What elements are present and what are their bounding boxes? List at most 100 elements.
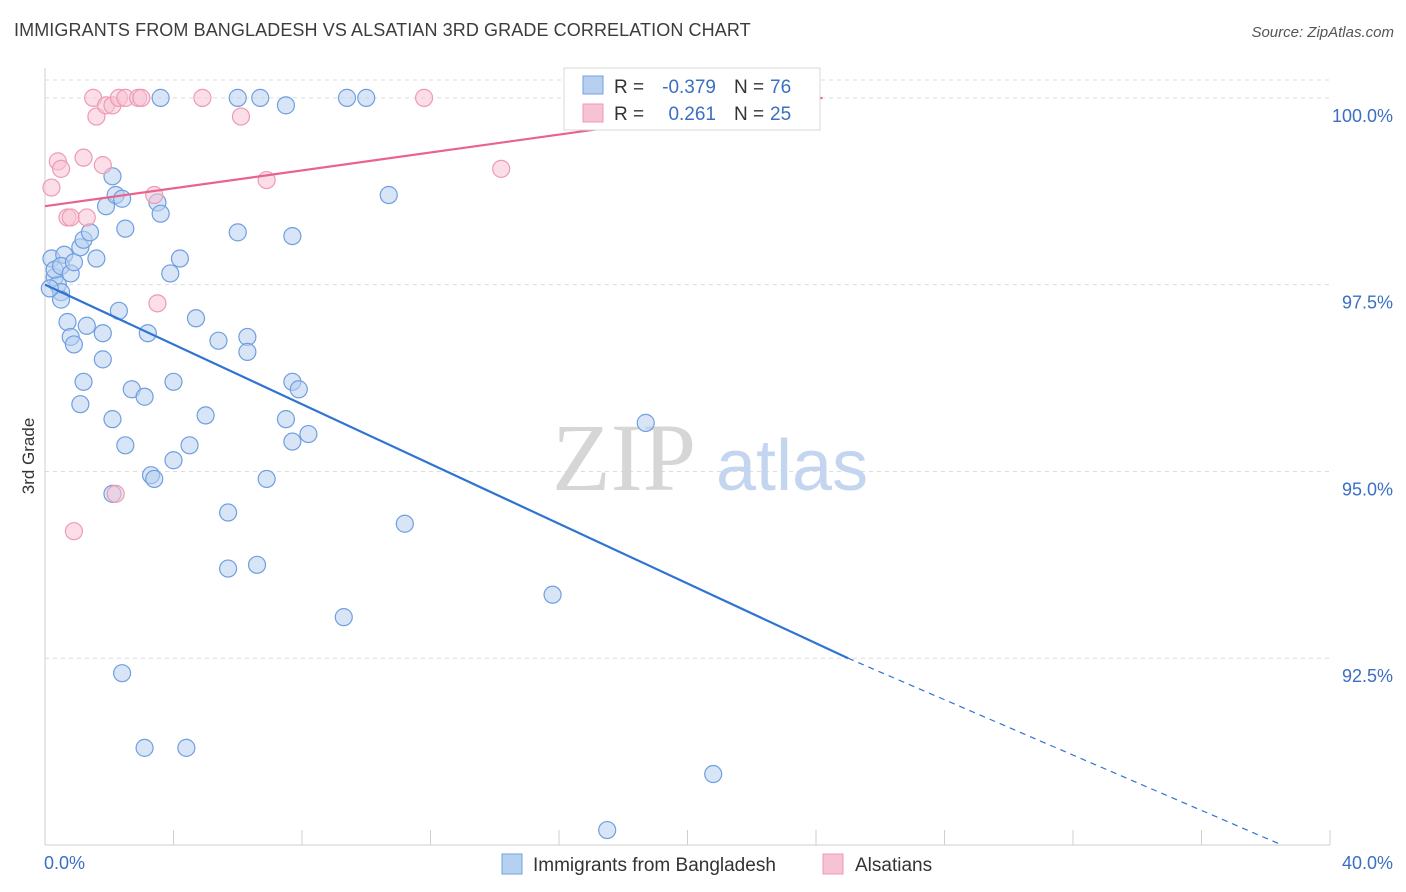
bangladesh-point xyxy=(219,503,238,522)
stats-swatch-pink xyxy=(582,103,604,123)
bangladesh-point xyxy=(112,189,132,208)
x-tick-label-max: 40.0% xyxy=(1342,853,1393,873)
bangladesh-point xyxy=(135,387,154,406)
bangladesh-point xyxy=(151,88,170,107)
stats-swatch-blue xyxy=(582,75,604,95)
bangladesh-point xyxy=(74,372,93,391)
bangladesh-point xyxy=(80,223,100,242)
bangladesh-point xyxy=(334,608,353,627)
stats-r-value-pink: 0.261 xyxy=(668,104,716,125)
bangladesh-point xyxy=(357,88,376,107)
y-tick-labels: 100.0% 97.5% 95.0% 92.5% xyxy=(1332,106,1393,686)
stats-n-value-pink: 25 xyxy=(770,104,791,125)
bangladesh-point xyxy=(598,820,617,840)
x-axis-ticks xyxy=(44,830,1331,845)
alsatian-point xyxy=(61,208,80,227)
bangladesh-point xyxy=(543,585,562,604)
trend-line-bangladesh xyxy=(44,283,849,660)
bangladesh-point xyxy=(164,372,183,391)
bangladesh-point xyxy=(209,331,228,350)
series-alsatians-points xyxy=(42,88,511,541)
stats-n-label-pink: N = xyxy=(734,104,764,125)
bangladesh-point xyxy=(283,227,302,246)
alsatian-point xyxy=(93,156,112,175)
alsatian-point xyxy=(77,208,96,227)
bangladesh-point xyxy=(228,88,247,107)
stats-r-label-pink: R = xyxy=(614,104,644,125)
alsatian-point xyxy=(74,148,93,167)
bangladesh-point xyxy=(228,223,247,242)
legend-swatch-alsatians xyxy=(822,853,844,875)
alsatian-point xyxy=(148,294,167,313)
x-tick-label-min: 0.0% xyxy=(44,853,85,873)
bangladesh-point xyxy=(283,432,302,451)
bangladesh-point xyxy=(151,204,170,223)
bangladesh-point xyxy=(161,264,180,283)
bangladesh-point xyxy=(64,335,84,354)
series-bangladesh-points xyxy=(40,88,723,840)
gridlines xyxy=(45,79,1330,659)
legend-swatch-bangladesh xyxy=(501,853,523,875)
bangladesh-point xyxy=(196,406,215,425)
bangladesh-point xyxy=(170,249,190,268)
bangladesh-point xyxy=(299,424,318,444)
bangladesh-point xyxy=(164,451,183,470)
bangladesh-point xyxy=(58,312,77,332)
bangladesh-point xyxy=(77,316,96,335)
bangladesh-point xyxy=(177,738,196,757)
bangladesh-point xyxy=(71,395,90,414)
alsatian-point xyxy=(231,107,251,126)
y-tick-label: 100.0% xyxy=(1332,106,1393,126)
alsatian-point xyxy=(106,484,125,503)
stats-r-label-blue: R = xyxy=(614,77,644,98)
bangladesh-point xyxy=(276,410,296,429)
alsatian-point xyxy=(64,522,84,541)
stats-r-value-blue: -0.379 xyxy=(662,77,716,98)
alsatian-point xyxy=(42,178,61,197)
alsatian-point xyxy=(132,88,151,107)
source-credit: Source: ZipAtlas.com xyxy=(1251,24,1394,41)
bangladesh-point xyxy=(116,436,135,455)
bangladesh-point xyxy=(251,88,270,107)
bangladesh-point xyxy=(145,469,164,489)
bangladesh-point xyxy=(337,88,357,107)
bangladesh-point xyxy=(87,249,106,268)
bangladesh-point xyxy=(93,350,112,369)
bangladesh-point xyxy=(247,555,267,574)
bangladesh-point xyxy=(135,738,154,757)
bangladesh-point xyxy=(276,96,296,115)
bangladesh-point xyxy=(103,410,122,429)
stats-box-frame xyxy=(563,67,821,131)
bangladesh-point xyxy=(636,413,655,432)
alsatian-point xyxy=(414,88,434,107)
chart-title: IMMIGRANTS FROM BANGLADESH VS ALSATIAN 3… xyxy=(14,20,751,40)
trend-line-bangladesh-extension xyxy=(847,657,1283,846)
y-axis-label: 3rd Grade xyxy=(19,418,38,495)
bangladesh-point xyxy=(289,380,308,399)
legend-label-bangladesh: Immigrants from Bangladesh xyxy=(533,855,776,876)
bangladesh-point xyxy=(40,279,59,298)
watermark-atlas: atlas xyxy=(716,426,868,506)
stats-n-value-blue: 76 xyxy=(770,77,791,98)
bangladesh-point xyxy=(219,559,238,578)
alsatian-point xyxy=(51,159,71,178)
y-tick-label: 95.0% xyxy=(1342,479,1393,499)
legend-label-alsatians: Alsatians xyxy=(855,855,932,876)
bangladesh-point xyxy=(93,324,112,343)
watermark: ZIP atlas xyxy=(552,404,868,511)
bangladesh-point xyxy=(704,764,723,784)
bangladesh-point xyxy=(379,185,398,205)
bangladesh-point xyxy=(180,436,199,455)
alsatian-point xyxy=(193,88,212,107)
watermark-zip: ZIP xyxy=(552,404,696,511)
stats-n-label-blue: N = xyxy=(734,77,764,98)
bangladesh-point xyxy=(116,219,135,238)
y-tick-label: 92.5% xyxy=(1342,666,1393,686)
bangladesh-point xyxy=(112,664,132,683)
bangladesh-point xyxy=(238,342,257,362)
stats-box: R = -0.379 N = 76 R = 0.261 N = 25 xyxy=(563,67,821,131)
legend: Immigrants from Bangladesh Alsatians xyxy=(501,853,932,876)
bangladesh-point xyxy=(186,309,206,328)
bangladesh-point xyxy=(395,514,414,533)
